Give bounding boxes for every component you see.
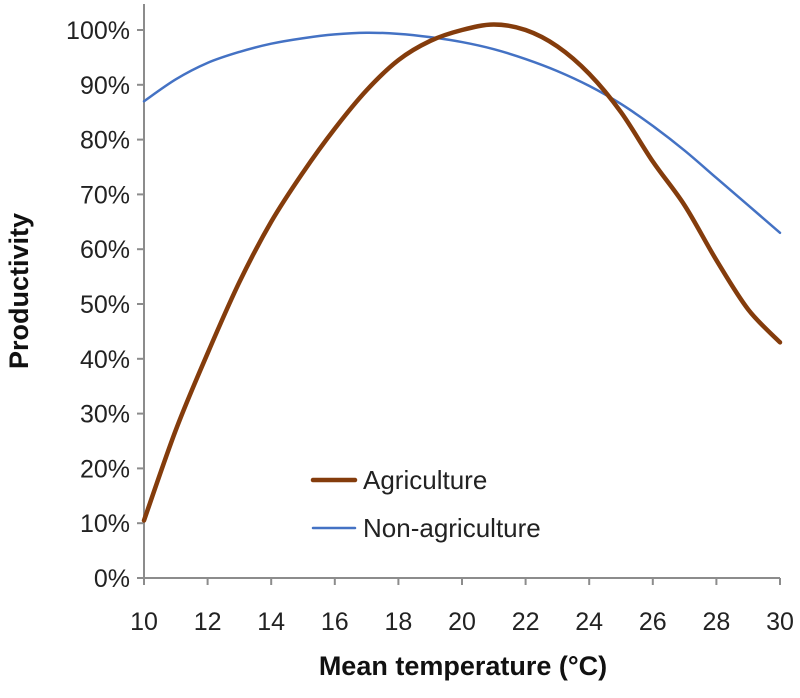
y-tick-label: 80% bbox=[80, 127, 130, 155]
y-tick-label: 70% bbox=[80, 181, 130, 209]
x-tick-label: 12 bbox=[194, 608, 222, 636]
series-layer bbox=[141, 22, 783, 523]
x-tick-label: 10 bbox=[130, 608, 158, 636]
x-tick-label: 24 bbox=[575, 608, 603, 636]
y-tick-label: 60% bbox=[80, 236, 130, 264]
x-ticks-layer: 10 12 14 16 18 20 22 24 26 28 30 bbox=[130, 578, 794, 636]
x-tick-label: 28 bbox=[702, 608, 730, 636]
x-tick-label: 18 bbox=[384, 608, 412, 636]
x-tick-label: 30 bbox=[766, 608, 794, 636]
x-tick-label: 22 bbox=[512, 608, 540, 636]
legend: Agriculture Non-agriculture bbox=[310, 465, 541, 543]
y-tick-label: 90% bbox=[80, 72, 130, 100]
y-tick-label: 0% bbox=[94, 565, 130, 593]
x-axis-title: Mean temperature (°C) bbox=[319, 651, 607, 681]
y-tick-label: 50% bbox=[80, 291, 130, 319]
legend-label-agriculture: Agriculture bbox=[363, 465, 487, 495]
x-tick-label: 14 bbox=[257, 608, 285, 636]
series-line-non-agriculture bbox=[142, 31, 782, 235]
series-line-agriculture bbox=[141, 22, 783, 523]
y-ticks-layer: 0% 10% 20% 30% 40% 50% 60% 70% 80% 90% 100% bbox=[66, 17, 144, 593]
y-tick-label: 100% bbox=[66, 17, 130, 45]
y-axis-title: Productivity bbox=[4, 213, 34, 369]
x-tick-label: 20 bbox=[448, 608, 476, 636]
y-tick-label: 10% bbox=[80, 510, 130, 538]
y-tick-label: 30% bbox=[80, 401, 130, 429]
legend-label-non-agriculture: Non-agriculture bbox=[363, 513, 541, 543]
y-tick-label: 20% bbox=[80, 455, 130, 483]
y-tick-label: 40% bbox=[80, 346, 130, 374]
x-tick-label: 26 bbox=[639, 608, 667, 636]
x-tick-label: 16 bbox=[321, 608, 349, 636]
